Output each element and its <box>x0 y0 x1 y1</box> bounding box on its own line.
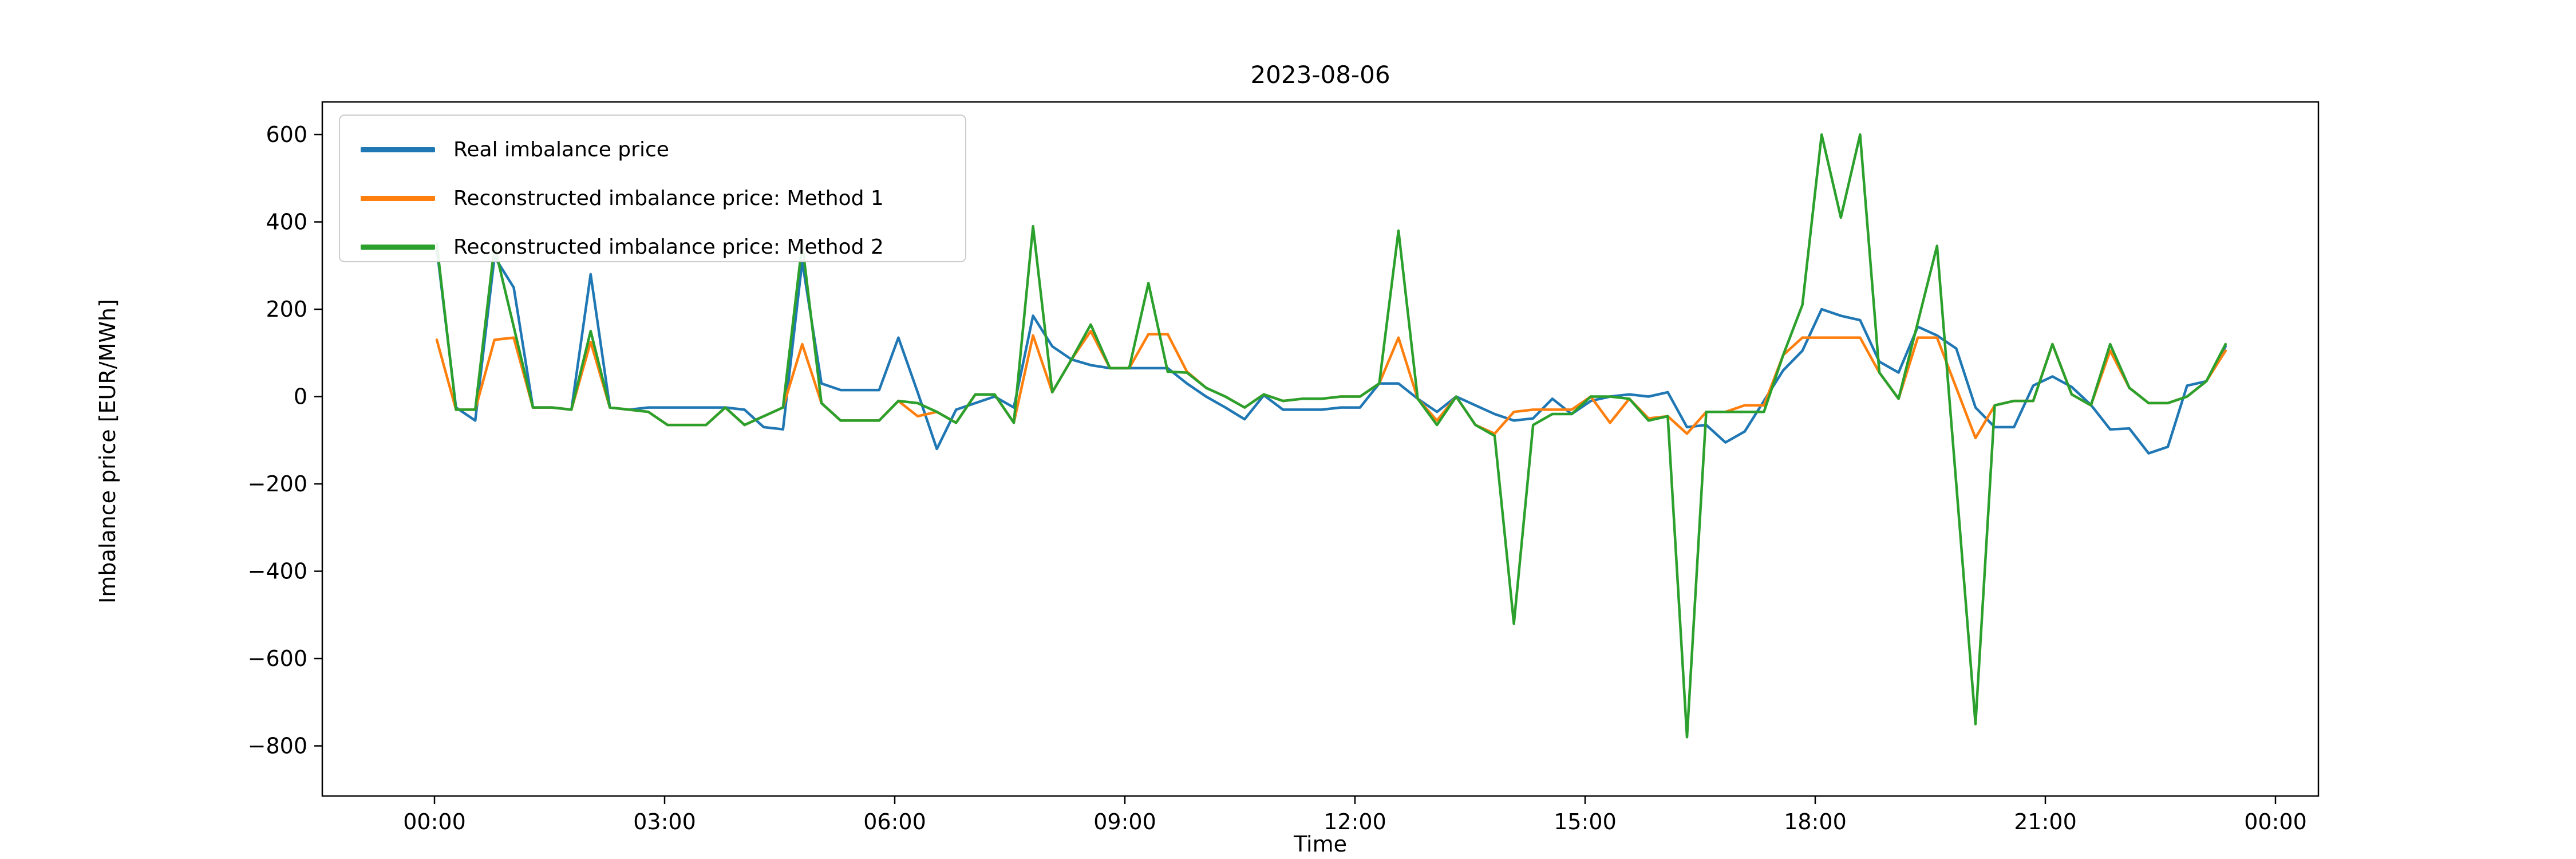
x-tick-label: 12:00 <box>1323 809 1386 834</box>
legend-swatch-method2 <box>361 244 435 250</box>
chart-title: 2023-08-06 <box>1250 61 1390 89</box>
x-tick-label: 21:00 <box>2014 809 2077 834</box>
legend-swatch-method1 <box>361 195 435 201</box>
legend-label: Real imbalance price <box>453 137 669 161</box>
y-tick-label: −400 <box>248 559 307 584</box>
x-tick-label: 06:00 <box>863 809 926 834</box>
y-tick-label: −200 <box>248 471 307 497</box>
legend-item-method2: Reconstructed imbalance price: Method 2 <box>340 222 965 271</box>
x-tick-label: 15:00 <box>1554 809 1617 834</box>
y-tick-label: 400 <box>266 210 307 235</box>
x-tick-label: 03:00 <box>633 809 696 834</box>
y-tick-label: 600 <box>266 122 307 147</box>
x-tick-label: 18:00 <box>1784 809 1847 834</box>
y-tick-label: −600 <box>248 646 307 671</box>
legend-item-real: Real imbalance price <box>340 125 965 174</box>
y-tick-label: 0 <box>294 384 307 409</box>
series-line-2 <box>435 133 2227 739</box>
x-axis-label: Time <box>1294 832 1347 857</box>
x-tick-label: 00:00 <box>2244 809 2307 834</box>
legend-item-method1: Reconstructed imbalance price: Method 1 <box>340 174 965 223</box>
x-tick-label: 09:00 <box>1093 809 1156 834</box>
plot-spines <box>321 101 2320 797</box>
legend-swatch-real <box>361 147 435 152</box>
legend: Real imbalance price Reconstructed imbal… <box>339 115 966 262</box>
legend-label: Reconstructed imbalance price: Method 2 <box>453 235 884 259</box>
series-line-0 <box>435 247 2227 455</box>
x-tick-label: 00:00 <box>403 809 466 834</box>
legend-label: Reconstructed imbalance price: Method 1 <box>453 186 884 210</box>
series-line-1 <box>435 329 2227 440</box>
y-tick-label: 200 <box>266 297 307 322</box>
y-axis-label: Imbalance price [EUR/MWh] <box>95 299 120 604</box>
y-tick-label: −800 <box>248 734 307 759</box>
